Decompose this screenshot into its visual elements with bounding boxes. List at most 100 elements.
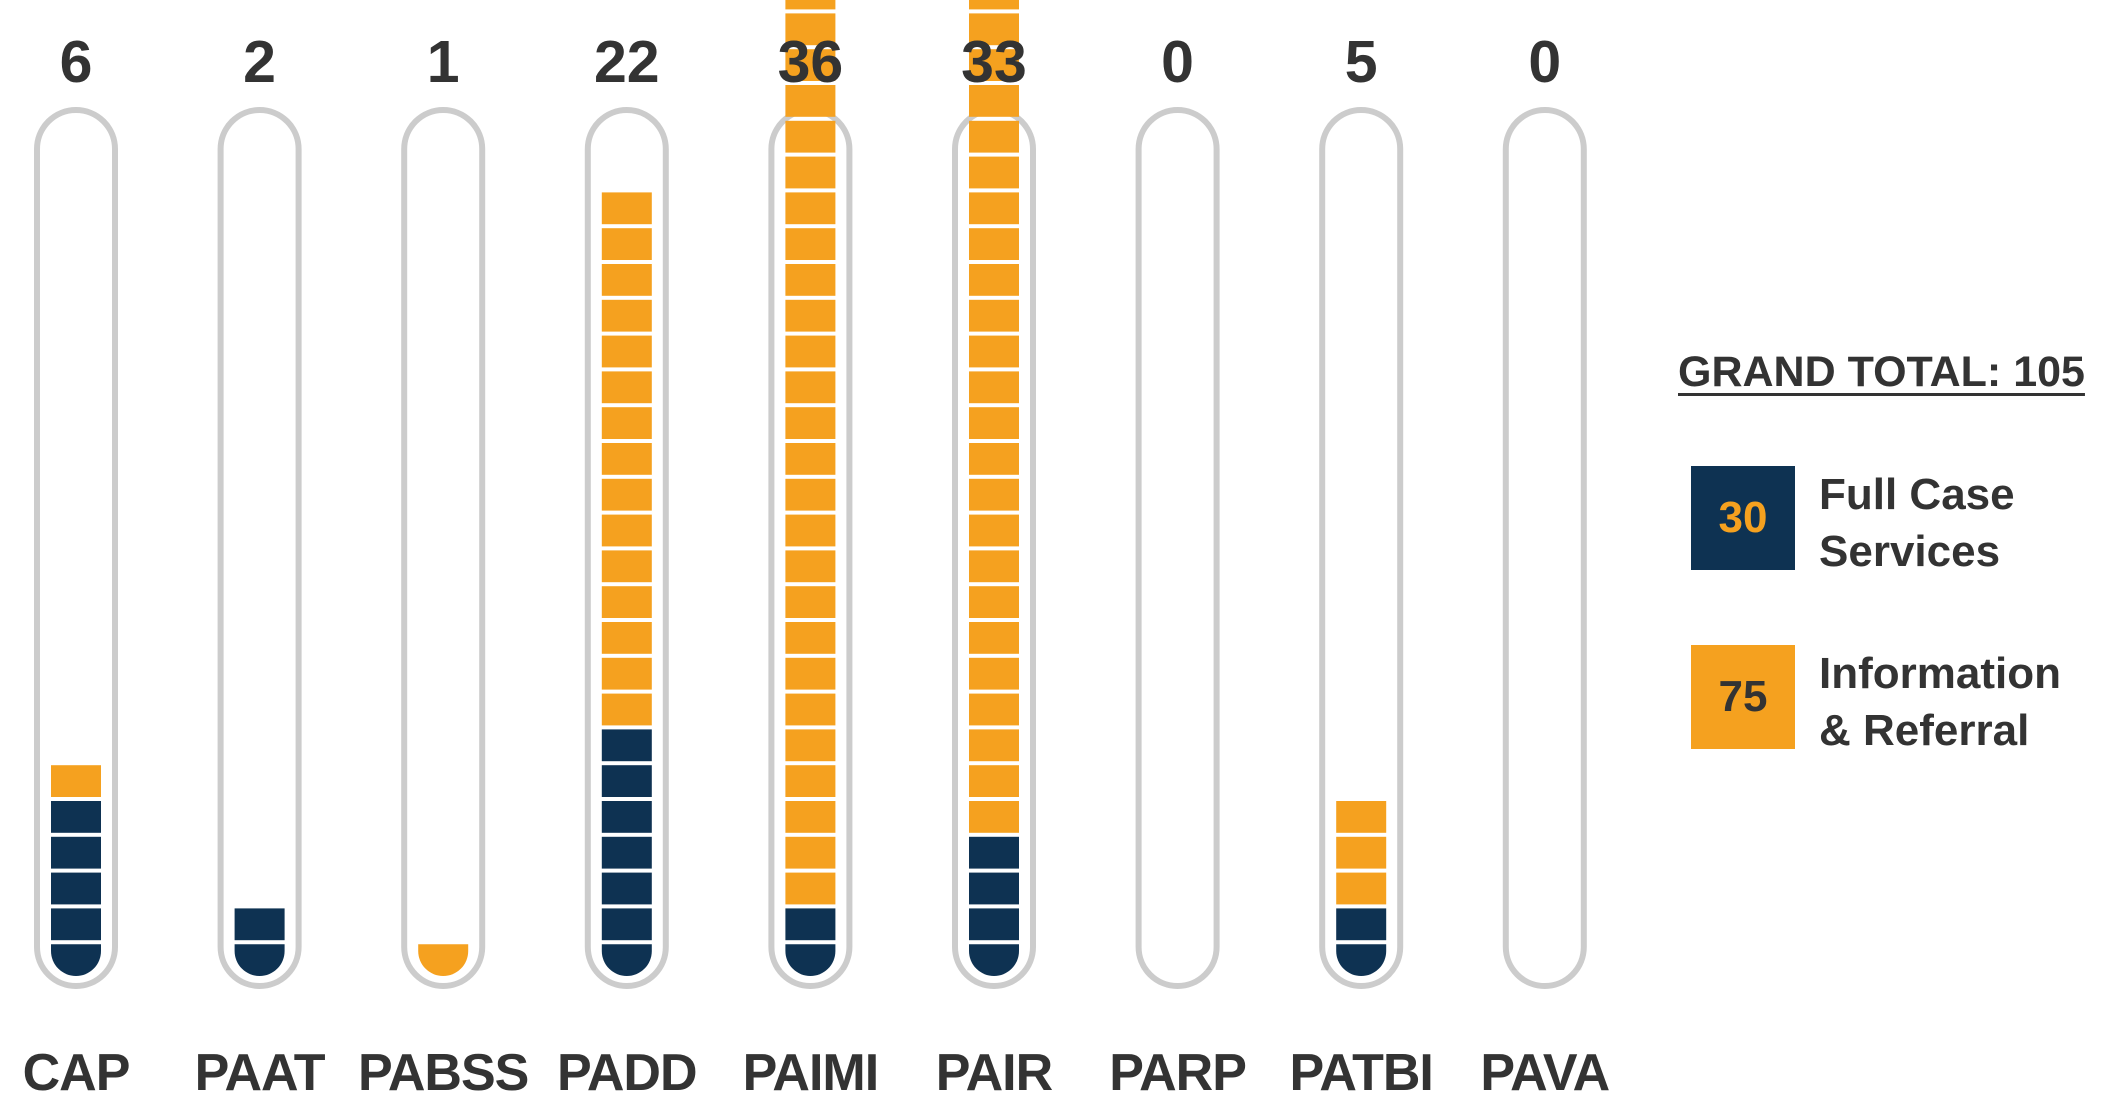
unit-pair-information-referral-4 bbox=[969, 801, 1019, 833]
unit-padd-information-referral-18 bbox=[601, 299, 652, 332]
legend-label-full-case-line2: Services bbox=[1819, 527, 2001, 576]
unit-padd-full-case-services-6 bbox=[601, 729, 652, 762]
unit-patbi-information-referral-2 bbox=[1336, 872, 1387, 905]
unit-paimi-information-referral-16 bbox=[785, 371, 836, 404]
tube-pava bbox=[1502, 107, 1587, 989]
unit-paimi-information-referral-8 bbox=[785, 657, 836, 690]
tube-paat bbox=[217, 107, 302, 989]
unit-padd-full-case-services-2 bbox=[601, 872, 652, 905]
unit-paimi-information-referral-21 bbox=[785, 192, 836, 225]
unit-padd-information-referral-10 bbox=[601, 586, 652, 618]
unit-padd-full-case-services-0 bbox=[601, 944, 652, 976]
legend-label-full-case-line1: Full Case bbox=[1819, 470, 2015, 519]
unit-paimi-information-referral-23 bbox=[785, 120, 836, 153]
unit-pair-information-referral-17 bbox=[969, 335, 1019, 368]
unit-paimi-information-referral-4 bbox=[785, 801, 836, 833]
total-label-padd: 22 bbox=[594, 29, 660, 95]
total-label-paimi: 36 bbox=[778, 29, 844, 95]
total-label-parp: 0 bbox=[1161, 29, 1194, 95]
unit-paimi-information-referral-7 bbox=[785, 693, 836, 726]
unit-paat-full-case-services-1 bbox=[234, 908, 285, 941]
unit-paimi-full-case-services-1 bbox=[785, 908, 836, 941]
unit-paimi-information-referral-5 bbox=[785, 765, 836, 797]
unit-paimi-information-referral-26 bbox=[785, 13, 836, 46]
unit-pair-information-referral-13 bbox=[969, 478, 1019, 511]
unit-pair-information-referral-15 bbox=[969, 407, 1019, 439]
unit-padd-full-case-services-3 bbox=[601, 836, 652, 869]
unit-cap-full-case-services-1 bbox=[51, 908, 101, 941]
unit-paimi-information-referral-15 bbox=[785, 407, 836, 439]
unit-paimi-information-referral-17 bbox=[785, 335, 836, 368]
unit-pair-full-case-services-3 bbox=[969, 836, 1019, 869]
unit-paimi-information-referral-19 bbox=[785, 264, 836, 296]
unit-pair-information-referral-9 bbox=[969, 622, 1019, 654]
category-label-parp: PARP bbox=[1109, 1044, 1246, 1102]
total-label-pava: 0 bbox=[1528, 29, 1561, 95]
unit-cap-full-case-services-0 bbox=[51, 944, 101, 976]
unit-padd-information-referral-17 bbox=[601, 335, 652, 368]
unit-pair-information-referral-23 bbox=[969, 120, 1019, 153]
unit-paimi-information-referral-27 bbox=[785, 0, 836, 10]
unit-patbi-full-case-services-0 bbox=[1336, 944, 1387, 976]
unit-pair-information-referral-26 bbox=[969, 13, 1019, 46]
tube-pabss bbox=[401, 107, 486, 989]
unit-patbi-information-referral-3 bbox=[1336, 836, 1387, 869]
unit-pair-information-referral-12 bbox=[969, 514, 1019, 547]
unit-pair-information-referral-16 bbox=[969, 371, 1019, 404]
unit-pair-full-case-services-2 bbox=[969, 872, 1019, 905]
category-label-patbi: PATBI bbox=[1290, 1044, 1433, 1102]
unit-padd-information-referral-7 bbox=[601, 693, 652, 726]
unit-paimi-information-referral-12 bbox=[785, 514, 836, 547]
unit-paimi-information-referral-10 bbox=[785, 586, 836, 618]
total-label-cap: 6 bbox=[60, 29, 93, 95]
unit-paimi-information-referral-20 bbox=[785, 228, 836, 260]
total-label-pair: 33 bbox=[961, 29, 1027, 95]
unit-pair-information-referral-19 bbox=[969, 264, 1019, 296]
category-label-pava: PAVA bbox=[1480, 1044, 1609, 1102]
unit-paimi-information-referral-11 bbox=[785, 550, 836, 583]
unit-paimi-information-referral-2 bbox=[785, 872, 836, 905]
category-label-padd: PADD bbox=[557, 1044, 696, 1102]
unit-padd-information-referral-13 bbox=[601, 478, 652, 511]
unit-padd-full-case-services-1 bbox=[601, 908, 652, 941]
tube-patbi bbox=[1319, 107, 1404, 989]
unit-patbi-information-referral-4 bbox=[1336, 801, 1387, 833]
unit-pair-information-referral-10 bbox=[969, 586, 1019, 618]
unit-paimi-information-referral-22 bbox=[785, 156, 836, 189]
unit-paimi-information-referral-14 bbox=[785, 443, 836, 475]
legend-swatch-full-case: 30 bbox=[1691, 466, 1795, 570]
unit-cap-full-case-services-4 bbox=[51, 801, 101, 833]
total-label-patbi: 5 bbox=[1345, 29, 1378, 95]
unit-cap-information-referral-5 bbox=[51, 765, 101, 797]
unit-padd-full-case-services-4 bbox=[601, 801, 652, 833]
legend-label-info-referral-line1: Information bbox=[1819, 649, 2061, 698]
unit-pair-information-referral-8 bbox=[969, 657, 1019, 690]
unit-padd-information-referral-9 bbox=[601, 622, 652, 654]
unit-paimi-information-referral-13 bbox=[785, 478, 836, 511]
unit-paimi-information-referral-3 bbox=[785, 836, 836, 869]
total-label-pabss: 1 bbox=[427, 29, 460, 95]
unit-cap-full-case-services-2 bbox=[51, 872, 101, 905]
unit-padd-information-referral-11 bbox=[601, 550, 652, 583]
category-label-cap: CAP bbox=[23, 1044, 130, 1102]
unit-pair-information-referral-6 bbox=[969, 729, 1019, 762]
unit-pair-information-referral-20 bbox=[969, 228, 1019, 260]
tube-parp bbox=[1135, 107, 1220, 989]
unit-pair-information-referral-5 bbox=[969, 765, 1019, 797]
unit-paimi-information-referral-25 bbox=[785, 49, 836, 81]
unit-padd-information-referral-16 bbox=[601, 371, 652, 404]
unit-pair-information-referral-27 bbox=[969, 0, 1019, 10]
unit-padd-information-referral-20 bbox=[601, 228, 652, 260]
grand-total-heading: GRAND TOTAL: 105 bbox=[1678, 348, 2085, 396]
unit-paimi-information-referral-9 bbox=[785, 622, 836, 654]
category-label-paimi: PAIMI bbox=[743, 1044, 879, 1102]
legend-label-info-referral-line2: & Referral bbox=[1819, 706, 2030, 755]
unit-pair-information-referral-14 bbox=[969, 443, 1019, 475]
unit-padd-information-referral-21 bbox=[601, 192, 652, 225]
legend-label-full-case: Full Case Services bbox=[1819, 466, 2015, 580]
unit-pair-information-referral-7 bbox=[969, 693, 1019, 726]
unit-padd-information-referral-15 bbox=[601, 407, 652, 439]
unit-padd-information-referral-8 bbox=[601, 657, 652, 690]
unit-pabss-information-referral-0 bbox=[418, 944, 469, 976]
unit-pair-information-referral-22 bbox=[969, 156, 1019, 189]
